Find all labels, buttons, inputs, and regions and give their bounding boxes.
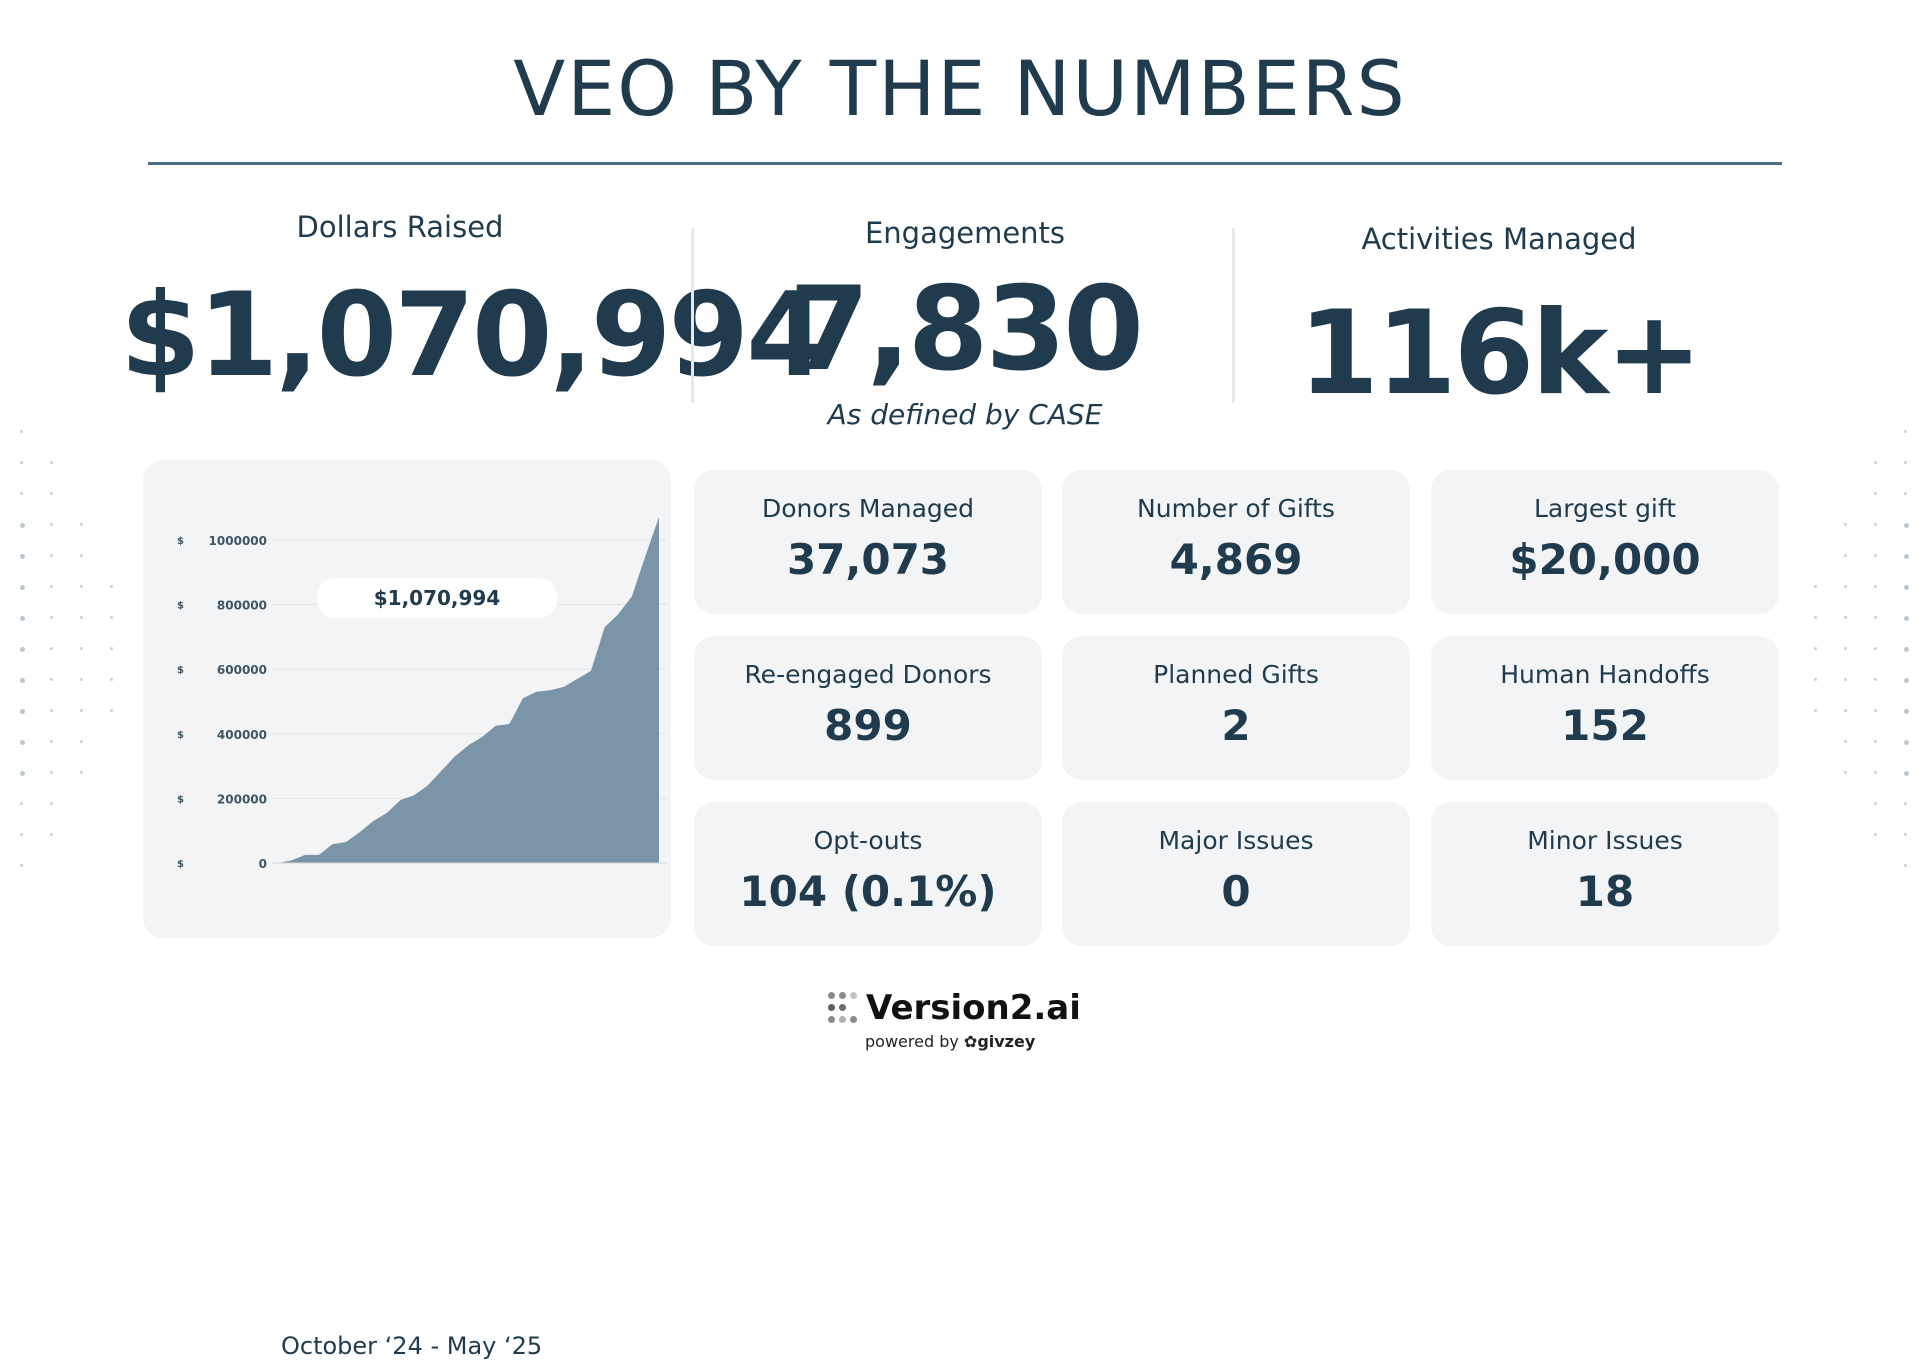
stat-label: Minor Issues [1527, 826, 1683, 855]
kpi-value: 116k+ [1298, 286, 1702, 421]
page-title: VEO BY THE NUMBERS [513, 44, 1407, 133]
y-tick-prefix: $ [177, 601, 184, 612]
stat-card: Donors Managed 37,073 [694, 470, 1042, 614]
kpi-note: As defined by CASE [827, 398, 1103, 431]
y-tick-label: 1000000 [209, 534, 267, 548]
kpi-value: $1,070,994 [120, 268, 827, 403]
stat-card: Number of Gifts 4,869 [1062, 470, 1410, 614]
stat-label: Major Issues [1158, 826, 1314, 855]
version2-dots-icon [828, 992, 858, 1024]
stat-card: Minor Issues 18 [1431, 802, 1779, 946]
y-tick-prefix: $ [177, 536, 184, 547]
total-callout-label: $1,070,994 [374, 586, 501, 610]
stat-card: Largest gift $20,000 [1431, 470, 1779, 614]
y-tick-prefix: $ [177, 794, 184, 805]
stat-label: Largest gift [1533, 494, 1677, 523]
version2-logo: Version2.ai powered by ✿givzey [826, 988, 1106, 1058]
powered-by-line: powered by ✿givzey [865, 1032, 1035, 1051]
stat-label: Re-engaged Donors [744, 660, 992, 689]
kpi-label: Engagements [864, 216, 1066, 250]
kpi-separator [1232, 228, 1235, 403]
stat-label: Number of Gifts [1137, 494, 1335, 523]
givzey-flower-icon: ✿ [963, 1032, 978, 1051]
y-tick-label: 200000 [217, 792, 267, 806]
decorative-dot-pattern-left [20, 430, 130, 880]
kpi-value: 7,830 [789, 262, 1144, 397]
y-tick-label: 800000 [217, 599, 267, 613]
stat-card: Opt-outs 104 (0.1%) [694, 802, 1042, 946]
stat-value: 152 [1561, 701, 1649, 750]
stat-value: 104 (0.1%) [739, 867, 997, 916]
stat-value: 2 [1221, 701, 1251, 750]
stat-label: Opt-outs [813, 826, 923, 855]
y-tick-label: 600000 [217, 663, 267, 677]
stat-label: Human Handoffs [1500, 660, 1710, 689]
kpi-dollars-raised: Dollars Raised $1,070,994 [120, 210, 827, 403]
y-tick-prefix: $ [177, 665, 184, 676]
chart-period-label: October ‘24 - May ‘25 [281, 1332, 543, 1360]
stat-value: 899 [824, 701, 912, 750]
decorative-dot-pattern-right [1800, 430, 1910, 880]
brand-name: Version2.ai [866, 988, 1081, 1028]
kpi-label: Activities Managed [1361, 222, 1637, 256]
kpi-engagements: Engagements 7,830 As defined by CASE [685, 216, 1245, 431]
y-tick-prefix: $ [177, 730, 184, 741]
stat-card: Major Issues 0 [1062, 802, 1410, 946]
powered-by-prefix: powered by [865, 1032, 959, 1051]
area-series [278, 517, 659, 863]
stat-value: $20,000 [1509, 535, 1701, 584]
stat-card: Human Handoffs 152 [1431, 636, 1779, 780]
stat-value: 0 [1221, 867, 1251, 916]
stat-value: 18 [1575, 867, 1635, 916]
stat-label: Planned Gifts [1153, 660, 1319, 689]
stat-card: Re-engaged Donors 899 [694, 636, 1042, 780]
y-tick-label: 0 [259, 857, 267, 871]
dollars-raised-chart-card: 0 $200000 $400000 $600000 $800000 $1000000 $ $1… [143, 460, 671, 1360]
y-tick-label: 400000 [217, 728, 267, 742]
kpi-activities-managed: Activities Managed 116k+ [1219, 222, 1779, 412]
stat-value: 4,869 [1169, 535, 1303, 584]
total-callout-box [317, 578, 557, 618]
dollars-raised-area-chart: 0 $200000 $400000 $600000 $800000 $1000000 $ $1… [177, 517, 667, 871]
title-divider [148, 162, 1782, 165]
givzey-brand: givzey [977, 1032, 1036, 1051]
kpi-label: Dollars Raised [296, 210, 504, 244]
stat-label: Donors Managed [761, 494, 975, 523]
stat-value: 37,073 [786, 535, 950, 584]
y-tick-prefix: $ [177, 859, 184, 870]
kpi-separator [691, 228, 694, 403]
stat-card: Planned Gifts 2 [1062, 636, 1410, 780]
